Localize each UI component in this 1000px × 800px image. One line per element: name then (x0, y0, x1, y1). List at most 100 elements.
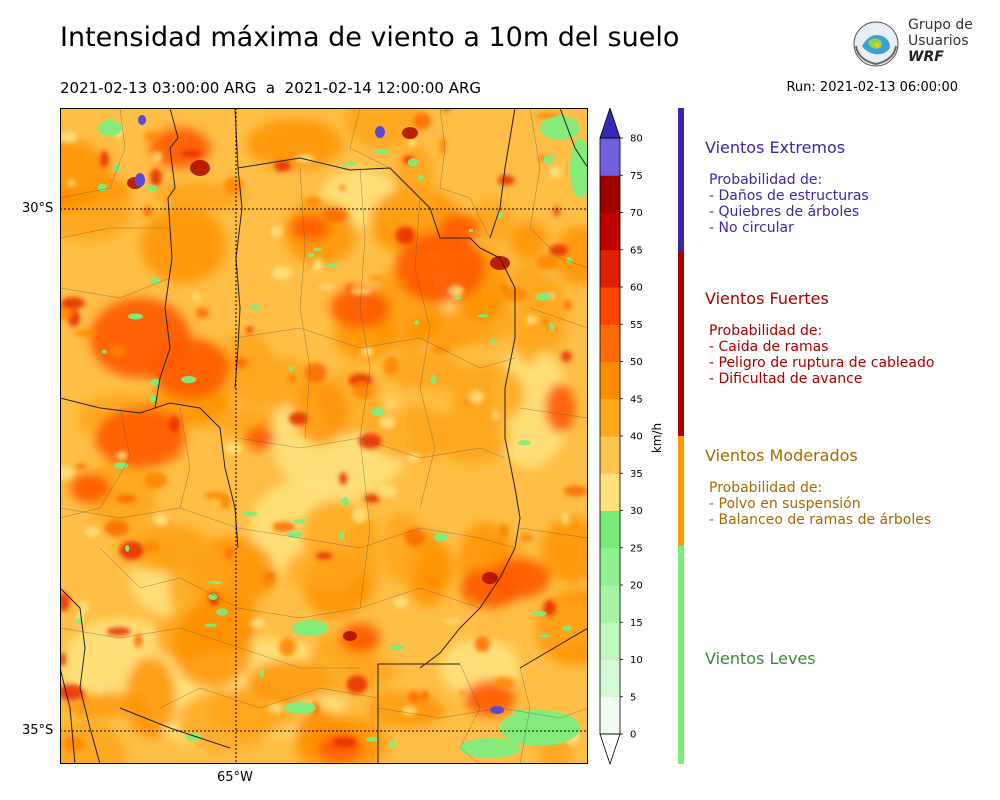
wind-blob (402, 127, 418, 139)
wind-blob (377, 484, 397, 498)
wind-blob (532, 610, 547, 617)
wind-blob (468, 595, 476, 604)
wind-blob (453, 296, 462, 300)
wind-blob (149, 394, 156, 403)
colorbar-tick-label: 30 (630, 506, 643, 517)
wind-blob (431, 345, 451, 354)
category-desc-moderados: Probabilidad de: - Polvo en suspensión -… (709, 480, 931, 528)
lon-label-65w: 65°W (217, 770, 253, 785)
wind-blob (313, 248, 323, 252)
wind-blob (538, 634, 551, 638)
wind-blob (482, 572, 498, 584)
wind-blob (375, 126, 385, 138)
wind-blob (497, 175, 515, 186)
wind-blob (561, 350, 572, 362)
wind-blob (284, 702, 316, 714)
wind-blob (304, 197, 322, 207)
wind-blob (245, 326, 254, 334)
colorbar-tick-label: 10 (630, 655, 643, 666)
wind-blob (346, 675, 368, 694)
wind-blob (420, 690, 429, 702)
wind-blob (407, 452, 421, 462)
colorbar-swatch (600, 287, 620, 325)
wind-blob (563, 485, 588, 497)
wind-blob (383, 356, 399, 376)
wind-blob (379, 416, 396, 429)
wind-blob (332, 737, 357, 748)
wind-blob (490, 706, 504, 714)
wind-blob (150, 168, 162, 187)
wind-blob (60, 138, 112, 212)
colorbar-swatch (600, 398, 620, 437)
wind-blob (315, 552, 333, 560)
wind-blob (549, 321, 554, 330)
wind-blob (339, 184, 346, 191)
wind-blob (541, 517, 588, 583)
wind-blob (245, 426, 275, 450)
wind-blob (553, 206, 560, 217)
wind-blob (272, 521, 296, 533)
wind-blob (63, 735, 85, 753)
wind-blob (458, 690, 466, 695)
wind-blob (566, 257, 572, 264)
colorbar-tick-label: 45 (630, 394, 643, 405)
colorbar-swatches (599, 108, 621, 766)
colorbar-swatch (600, 473, 620, 511)
category-desc-extremos: Probabilidad de: - Daños de estructuras … (709, 172, 869, 236)
wind-blob (370, 407, 385, 416)
wind-blob (140, 206, 226, 284)
wind-blob (408, 690, 420, 704)
wind-blob (407, 138, 416, 148)
wind-blob (208, 593, 218, 601)
wind-blob (500, 710, 580, 746)
wind-blob (430, 375, 437, 385)
wind-blob (266, 571, 274, 580)
category-line: - Dificultad de avance (709, 371, 863, 387)
band-moderados (678, 436, 684, 546)
colorbar-tick-label: 75 (630, 171, 643, 182)
wind-blob (180, 150, 202, 158)
wind-blob (394, 144, 435, 229)
wind-blob (268, 703, 284, 713)
run-time: Run: 2021-02-13 06:00:00 (786, 80, 958, 95)
colorbar-extend-max (599, 108, 621, 139)
wind-blob (543, 599, 556, 616)
category-line: - No circular (709, 220, 794, 236)
colorbar-tick-label: 15 (630, 618, 643, 629)
wind-blob (76, 618, 83, 625)
colorbar-tick-label: 65 (630, 245, 643, 256)
wind-blob (340, 623, 380, 653)
category-line: Probabilidad de: (709, 480, 823, 496)
wind-blob (510, 261, 544, 310)
wind-blob (365, 736, 379, 742)
wind-blob (101, 349, 107, 354)
wind-blob (342, 163, 348, 167)
wind-blob (60, 465, 74, 481)
wind-blob (352, 381, 374, 400)
wind-blob (492, 409, 499, 421)
wind-blob (220, 494, 231, 510)
wind-blob (100, 150, 109, 168)
wind-blob (535, 254, 560, 271)
wind-field-spots (76, 115, 588, 758)
wind-blob (224, 332, 272, 377)
wind-blob (278, 637, 296, 657)
category-title-moderados: Vientos Moderados (705, 446, 858, 465)
colorbar-swatch (600, 696, 620, 735)
wind-blob (361, 346, 374, 357)
category-line: Probabilidad de: (709, 172, 823, 188)
wind-blob (288, 365, 293, 372)
wind-blob (70, 473, 110, 503)
wind-blob (225, 546, 233, 561)
wind-blob (234, 357, 248, 369)
wind-blob (150, 277, 161, 284)
wind-blob (207, 580, 223, 585)
wind-blob (468, 390, 484, 405)
wind-blob (61, 297, 86, 309)
wind-blob (142, 206, 153, 217)
wind-blob (322, 208, 348, 223)
category-line: - Quiebres de árboles (709, 204, 860, 220)
wind-blob (195, 307, 210, 319)
category-title-extremos: Vientos Extremos (705, 138, 846, 157)
wind-blob (555, 226, 588, 286)
